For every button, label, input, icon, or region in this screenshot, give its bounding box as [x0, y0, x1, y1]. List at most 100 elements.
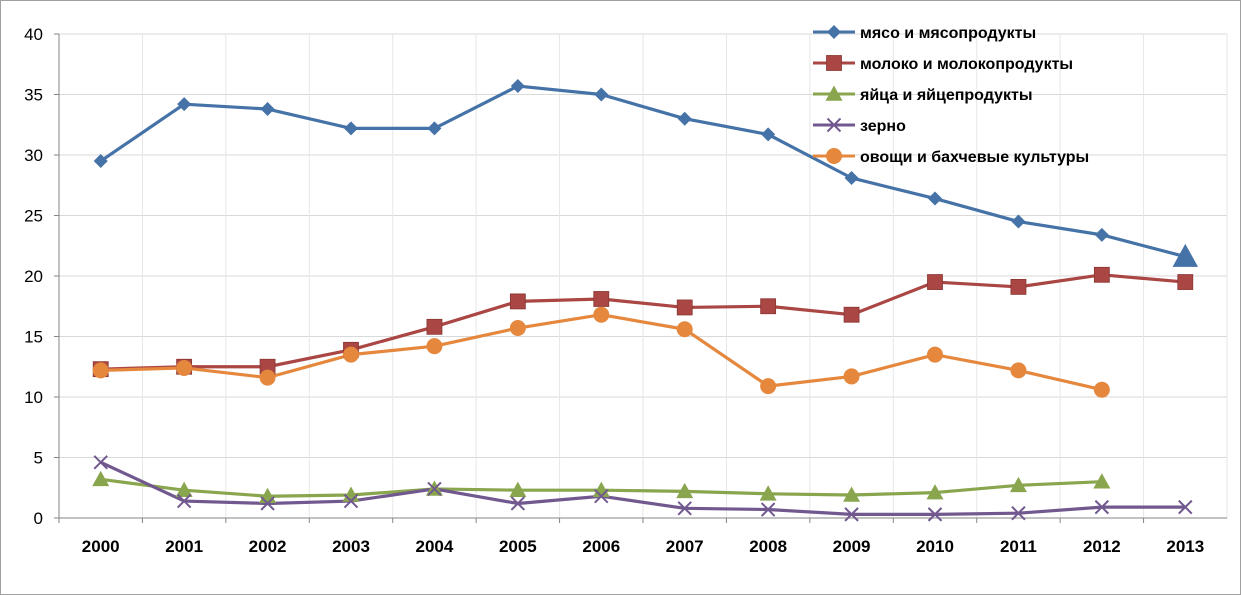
series-line-1 — [100, 273, 1186, 371]
data-point-series-1 — [1010, 278, 1027, 295]
y-tick-label: 10 — [24, 388, 43, 407]
data-point-series-3 — [594, 489, 609, 504]
data-point-series-3 — [677, 501, 692, 516]
data-point-series-1 — [843, 306, 860, 323]
x-tick-label: 2007 — [666, 537, 704, 556]
data-point-series-0 — [260, 102, 275, 117]
y-tick-label: 25 — [24, 207, 43, 226]
data-point-series-4 — [676, 321, 693, 338]
x-tick-label: 2009 — [833, 537, 871, 556]
series-line-3 — [100, 460, 1186, 516]
data-point-series-0 — [1011, 214, 1026, 229]
data-point-series-3 — [176, 493, 192, 509]
series-markers — [92, 79, 1199, 522]
data-point-series-4 — [1010, 362, 1027, 379]
data-point-series-4 — [176, 359, 193, 376]
data-point-series-2 — [676, 482, 694, 499]
data-point-series-2 — [1093, 473, 1111, 489]
data-point-series-0 — [427, 121, 442, 136]
data-point-series-0 — [594, 87, 609, 102]
legend-marker-2 — [825, 85, 843, 101]
y-tick-label: 35 — [24, 86, 43, 105]
y-axis-ticks: 0 5 10 15 20 25 30 35 40 — [24, 25, 59, 528]
legend-label-4: овощи и бахчевые культуры — [860, 149, 1089, 166]
y-tick-label: 40 — [24, 25, 43, 44]
data-point-series-2 — [175, 481, 193, 497]
legend-marker-3 — [826, 117, 842, 133]
x-tick-label: 2004 — [416, 537, 454, 556]
data-point-series-2 — [509, 481, 527, 497]
y-tick-label: 15 — [24, 328, 43, 347]
x-tick-label: 2001 — [165, 537, 203, 556]
legend-label-0: мясо и мясопродукты — [860, 25, 1036, 42]
data-point-series-4 — [760, 378, 777, 395]
x-tick-label: 2008 — [749, 537, 787, 556]
data-point-series-0 — [1172, 243, 1199, 267]
data-point-series-0 — [677, 111, 692, 126]
data-point-series-1 — [760, 298, 777, 315]
legend-label-1: молоко и молокопродукты — [860, 56, 1073, 73]
data-point-series-0 — [93, 154, 108, 169]
data-point-series-3 — [760, 502, 776, 517]
legend-marker-4 — [826, 148, 842, 164]
data-point-series-4 — [92, 362, 109, 379]
data-point-series-3 — [343, 493, 359, 509]
legend-label-2: яйца и яйцепродукты — [859, 87, 1033, 104]
legend-marker-0 — [827, 25, 841, 39]
data-point-series-3 — [844, 507, 859, 522]
x-tick-label: 2002 — [249, 537, 287, 556]
y-tick-label: 20 — [24, 267, 43, 286]
data-point-series-0 — [510, 79, 525, 94]
x-tick-label: 2011 — [1000, 537, 1037, 556]
x-tick-label: 2003 — [332, 537, 370, 556]
data-point-series-3 — [93, 455, 108, 470]
series-line-4 — [100, 313, 1103, 392]
data-point-series-2 — [843, 486, 861, 502]
data-point-series-0 — [761, 127, 776, 142]
y-tick-label: 0 — [34, 509, 43, 528]
data-point-series-2 — [926, 484, 944, 500]
data-point-series-3 — [510, 496, 526, 511]
data-point-series-1 — [593, 291, 610, 307]
x-tick-label: 2005 — [499, 537, 537, 556]
x-tick-label: 2012 — [1083, 537, 1121, 556]
x-tick-label: 2006 — [582, 537, 620, 556]
data-point-series-3 — [427, 481, 442, 497]
data-point-series-4 — [259, 369, 276, 386]
data-point-series-1 — [676, 299, 693, 316]
x-axis-ticks: 2000 2001 2002 2003 2004 2005 2006 2007 2008 2009… — [58, 518, 1204, 556]
data-point-series-3 — [1178, 499, 1193, 515]
y-tick-label: 5 — [34, 449, 43, 468]
data-point-series-1 — [1093, 266, 1110, 283]
data-point-series-0 — [344, 121, 358, 136]
data-point-series-4 — [1093, 381, 1110, 398]
data-point-series-0 — [1094, 227, 1109, 242]
data-point-series-1 — [927, 274, 943, 290]
x-tick-label: 2000 — [82, 537, 120, 556]
data-point-series-2 — [759, 485, 777, 501]
data-point-series-0 — [177, 97, 192, 112]
data-point-series-0 — [844, 170, 859, 185]
data-point-series-4 — [593, 306, 610, 323]
x-tick-label: 2013 — [1166, 537, 1204, 556]
data-point-series-3 — [927, 507, 943, 522]
data-point-series-4 — [343, 346, 359, 363]
data-point-series-2 — [92, 470, 110, 487]
y-tick-label: 30 — [24, 146, 43, 165]
data-point-series-3 — [1094, 499, 1110, 515]
data-point-series-4 — [509, 320, 526, 337]
data-point-series-2 — [1009, 476, 1027, 493]
legend-marker-1 — [826, 55, 842, 71]
data-point-series-0 — [928, 191, 942, 206]
legend: мясо и мясопродукты молоко и молокопродук… — [813, 25, 1089, 166]
legend-label-3: зерно — [860, 118, 906, 135]
data-point-series-1 — [1177, 274, 1194, 290]
x-tick-label: 2010 — [916, 537, 954, 556]
gridlines — [59, 33, 1228, 518]
data-point-series-4 — [843, 368, 860, 385]
data-point-series-4 — [927, 346, 943, 363]
data-point-series-3 — [1011, 505, 1026, 521]
data-point-series-1 — [509, 293, 526, 310]
